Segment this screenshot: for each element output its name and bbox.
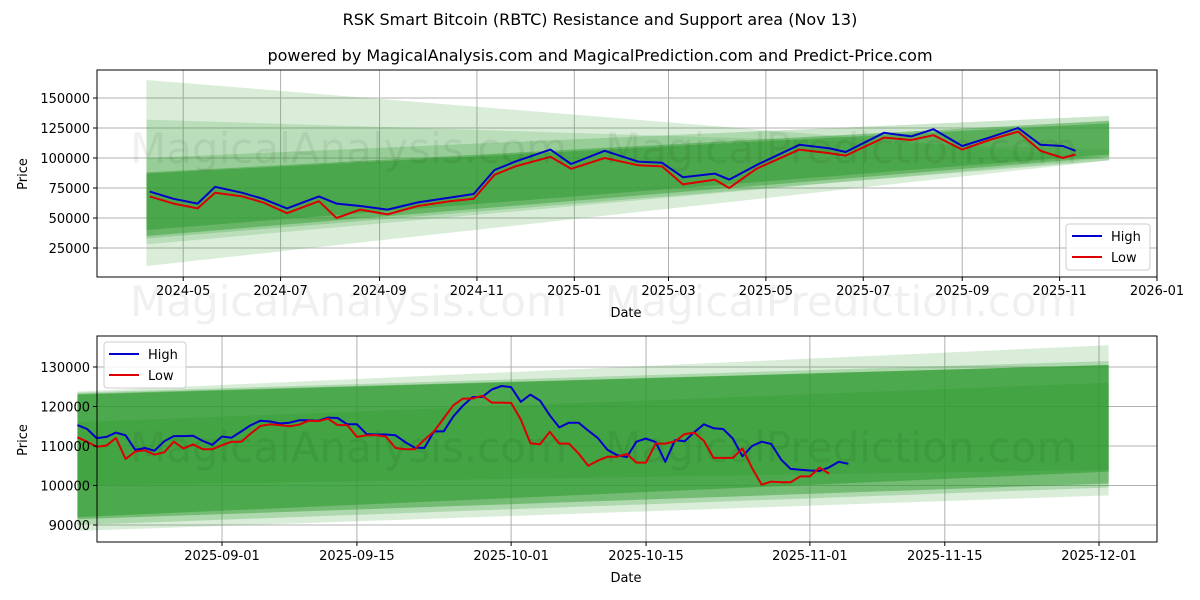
y-tick-label: 125000 [40,122,90,137]
y-tick-label: 75000 [49,182,90,197]
watermark-analysis-bottom: MagicalAnalysis.com [130,423,567,472]
bottom-legend: High Low [104,342,186,388]
top-x-axis-label: Date [610,306,641,321]
y-tick-label: 100000 [40,152,90,167]
x-tick-label: 2025-03 [641,284,695,299]
y-tick-label: 25000 [49,242,90,257]
top-chart: MagicalAnalysis.com MagicalPrediction.co… [16,70,1184,326]
x-tick-label: 2025-01 [547,284,601,299]
x-tick-label: 2025-11-15 [907,549,983,564]
x-tick-label: 2025-07 [836,284,890,299]
x-tick-label: 2025-12-01 [1061,549,1137,564]
y-tick-label: 120000 [40,401,90,416]
y-tick-label: 100000 [40,480,90,495]
y-tick-label: 50000 [49,212,90,227]
x-tick-label: 2025-10-15 [608,549,684,564]
bottom-x-axis: 2025-09-01 2025-09-15 2025-10-01 2025-10-15… [184,542,1137,564]
x-tick-label: 2024-05 [156,284,210,299]
watermark-analysis-top: MagicalAnalysis.com [130,124,567,173]
y-tick-label: 150000 [40,92,90,107]
y-tick-label: 90000 [49,519,90,534]
legend-low-label: Low [1111,251,1137,266]
x-tick-label: 2025-11 [1032,284,1086,299]
top-support-resistance-bands [146,80,1109,266]
watermark-prediction-top: MagicalPrediction.com [605,124,1078,173]
x-tick-label: 2024-11 [450,284,504,299]
top-legend: High Low [1066,224,1150,270]
watermark-prediction-bottom: MagicalPrediction.com [605,423,1078,472]
x-tick-label: 2026-01 [1130,284,1184,299]
x-tick-label: 2025-10-01 [473,549,549,564]
legend-high-label: High [148,348,178,363]
x-tick-label: 2024-09 [352,284,406,299]
top-y-axis-label: Price [16,158,31,190]
x-tick-label: 2025-11-01 [772,549,848,564]
x-tick-label: 2025-09 [935,284,989,299]
legend-low-label: Low [148,369,174,384]
x-tick-label: 2025-09-01 [184,549,260,564]
y-tick-label: 110000 [40,440,90,455]
bottom-chart: MagicalAnalysis.com MagicalPrediction.co… [16,336,1157,586]
x-tick-label: 2025-09-15 [319,549,395,564]
x-tick-label: 2024-07 [253,284,307,299]
x-tick-label: 2025-05 [739,284,793,299]
bottom-x-axis-label: Date [610,571,641,586]
y-tick-label: 130000 [40,361,90,376]
charts-canvas: MagicalAnalysis.com MagicalPrediction.co… [0,0,1200,600]
top-y-axis: 25000 50000 75000 100000 125000 150000 [40,92,97,257]
bottom-y-axis-label: Price [16,424,31,456]
legend-high-label: High [1111,230,1141,245]
